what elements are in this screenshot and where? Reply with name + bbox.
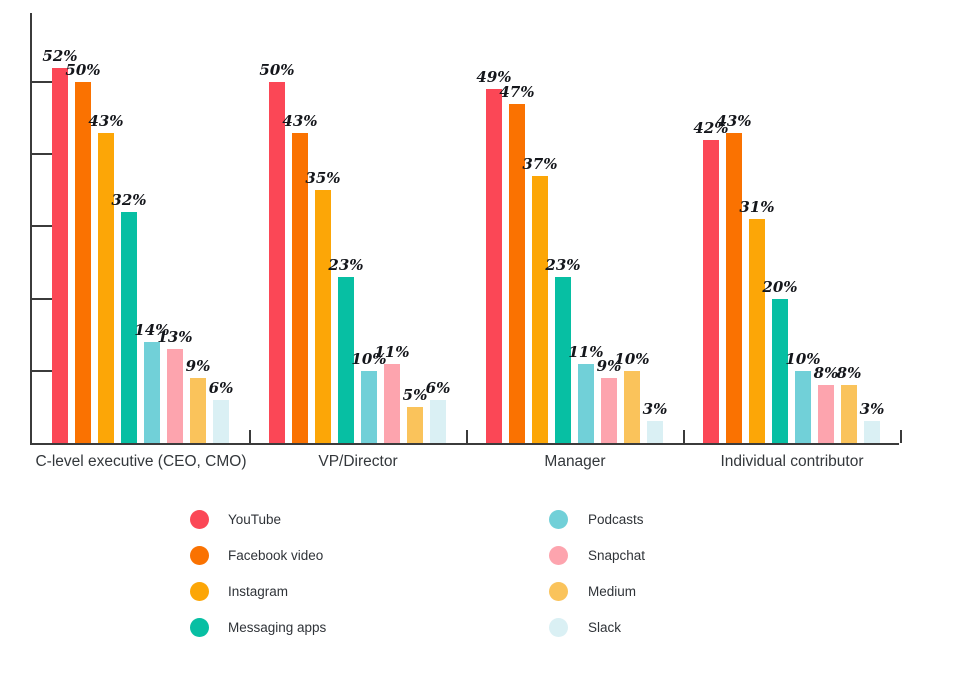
bar-value-label: 6%	[425, 379, 451, 397]
bar-value-label: 35%	[305, 169, 341, 187]
bar-slack-individual-contributor	[864, 421, 880, 443]
category-label-c-level-executive-ceo-cmo-: C-level executive (CEO, CMO)	[35, 453, 247, 470]
bar-instagram-vp-director	[315, 190, 331, 443]
bar-value-label: 50%	[259, 61, 295, 79]
bar-facebook-video-manager	[509, 104, 525, 443]
bar-value-label: 5%	[402, 386, 428, 404]
bar-value-label: 47%	[499, 83, 535, 101]
bar-value-label: 10%	[614, 350, 650, 368]
bar-value-label: 3%	[859, 400, 885, 418]
bar-value-label: 6%	[208, 379, 234, 397]
x-axis-tick	[249, 430, 251, 443]
legend-label-slack: Slack	[588, 620, 622, 635]
bar-value-label: 32%	[111, 191, 147, 209]
bar-messaging-apps-manager	[555, 277, 571, 443]
bar-value-label: 43%	[88, 112, 124, 130]
legend-label-messaging-apps: Messaging apps	[228, 620, 327, 635]
y-axis-tick	[32, 81, 53, 83]
bar-value-label: 10%	[785, 350, 821, 368]
legend-label-snapchat: Snapchat	[588, 548, 646, 563]
bar-youtube-c-level-executive-ceo-cmo-	[52, 68, 68, 443]
y-axis-tick	[32, 225, 53, 228]
bar-value-label: 20%	[762, 278, 798, 296]
bar-value-label: 23%	[545, 256, 581, 274]
bar-value-label: 42%	[693, 119, 729, 137]
bar-value-label: 9%	[596, 357, 622, 375]
bar-slack-manager	[647, 421, 663, 443]
bar-value-label: 43%	[716, 112, 752, 130]
bar-medium-manager	[624, 371, 640, 443]
legend-label-facebook-video: Facebook video	[228, 548, 324, 563]
bar-snapchat-manager	[601, 378, 617, 443]
bar-youtube-individual-contributor	[703, 140, 719, 443]
bar-slack-vp-director	[430, 400, 446, 443]
legend-swatch-slack	[549, 618, 568, 637]
legend-swatch-facebook-video	[190, 546, 209, 565]
bar-podcasts-c-level-executive-ceo-cmo-	[144, 342, 160, 443]
y-axis-tick	[32, 153, 53, 156]
bar-value-label: 11%	[568, 343, 604, 361]
bar-podcasts-vp-director	[361, 371, 377, 443]
legend-swatch-podcasts	[549, 510, 568, 529]
y-axis-tick	[32, 369, 53, 372]
bar-youtube-vp-director	[269, 82, 285, 443]
bar-medium-vp-director	[407, 407, 423, 443]
bar-value-label: 52%	[42, 47, 78, 65]
bar-value-label: 13%	[157, 328, 193, 346]
bar-instagram-individual-contributor	[749, 219, 765, 443]
bar-instagram-manager	[532, 176, 548, 443]
bar-facebook-video-individual-contributor	[726, 133, 742, 443]
bar-value-label: 23%	[328, 256, 364, 274]
legend-label-podcasts: Podcasts	[588, 512, 644, 527]
bar-podcasts-individual-contributor	[795, 371, 811, 443]
x-axis	[30, 443, 899, 445]
legend-label-youtube: YouTube	[228, 512, 282, 527]
x-axis-tick	[683, 430, 685, 443]
bar-value-label: 3%	[642, 400, 668, 418]
bar-value-label: 8%	[836, 364, 862, 382]
bar-value-label: 43%	[282, 112, 318, 130]
legend-swatch-messaging-apps	[190, 618, 209, 637]
bar-snapchat-vp-director	[384, 364, 400, 443]
category-label-manager: Manager	[544, 453, 606, 470]
legend-swatch-youtube	[190, 510, 209, 529]
legend-swatch-snapchat	[549, 546, 568, 565]
bar-messaging-apps-vp-director	[338, 277, 354, 443]
category-label-vp-director: VP/Director	[318, 453, 398, 470]
legend-swatch-instagram	[190, 582, 209, 601]
bar-snapchat-c-level-executive-ceo-cmo-	[167, 349, 183, 443]
bar-messaging-apps-c-level-executive-ceo-cmo-	[121, 212, 137, 443]
bar-instagram-c-level-executive-ceo-cmo-	[98, 133, 114, 443]
bar-slack-c-level-executive-ceo-cmo-	[213, 400, 229, 443]
x-axis-tick	[900, 430, 902, 443]
x-axis-tick	[466, 430, 468, 443]
bar-value-label: 9%	[185, 357, 211, 375]
bar-value-label: 10%	[351, 350, 387, 368]
legend-label-medium: Medium	[588, 584, 637, 599]
bar-value-label: 14%	[134, 321, 170, 339]
bar-podcasts-manager	[578, 364, 594, 443]
legend-label-instagram: Instagram	[228, 584, 289, 599]
bar-medium-c-level-executive-ceo-cmo-	[190, 378, 206, 443]
category-label-individual-contributor: Individual contributor	[720, 453, 864, 470]
bar-facebook-video-c-level-executive-ceo-cmo-	[75, 82, 91, 443]
bar-value-label: 11%	[374, 343, 410, 361]
bar-value-label: 50%	[65, 61, 101, 79]
bar-youtube-manager	[486, 89, 502, 443]
bar-value-label: 8%	[813, 364, 839, 382]
bar-messaging-apps-individual-contributor	[772, 299, 788, 443]
bar-value-label: 37%	[522, 155, 558, 173]
y-axis-tick	[32, 297, 53, 300]
bar-value-label: 31%	[739, 198, 775, 216]
legend-swatch-medium	[549, 582, 568, 601]
bar-snapchat-individual-contributor	[818, 385, 834, 443]
bar-facebook-video-vp-director	[292, 133, 308, 443]
bar-medium-individual-contributor	[841, 385, 857, 443]
y-axis	[30, 13, 32, 445]
bar-value-label: 49%	[476, 68, 512, 86]
